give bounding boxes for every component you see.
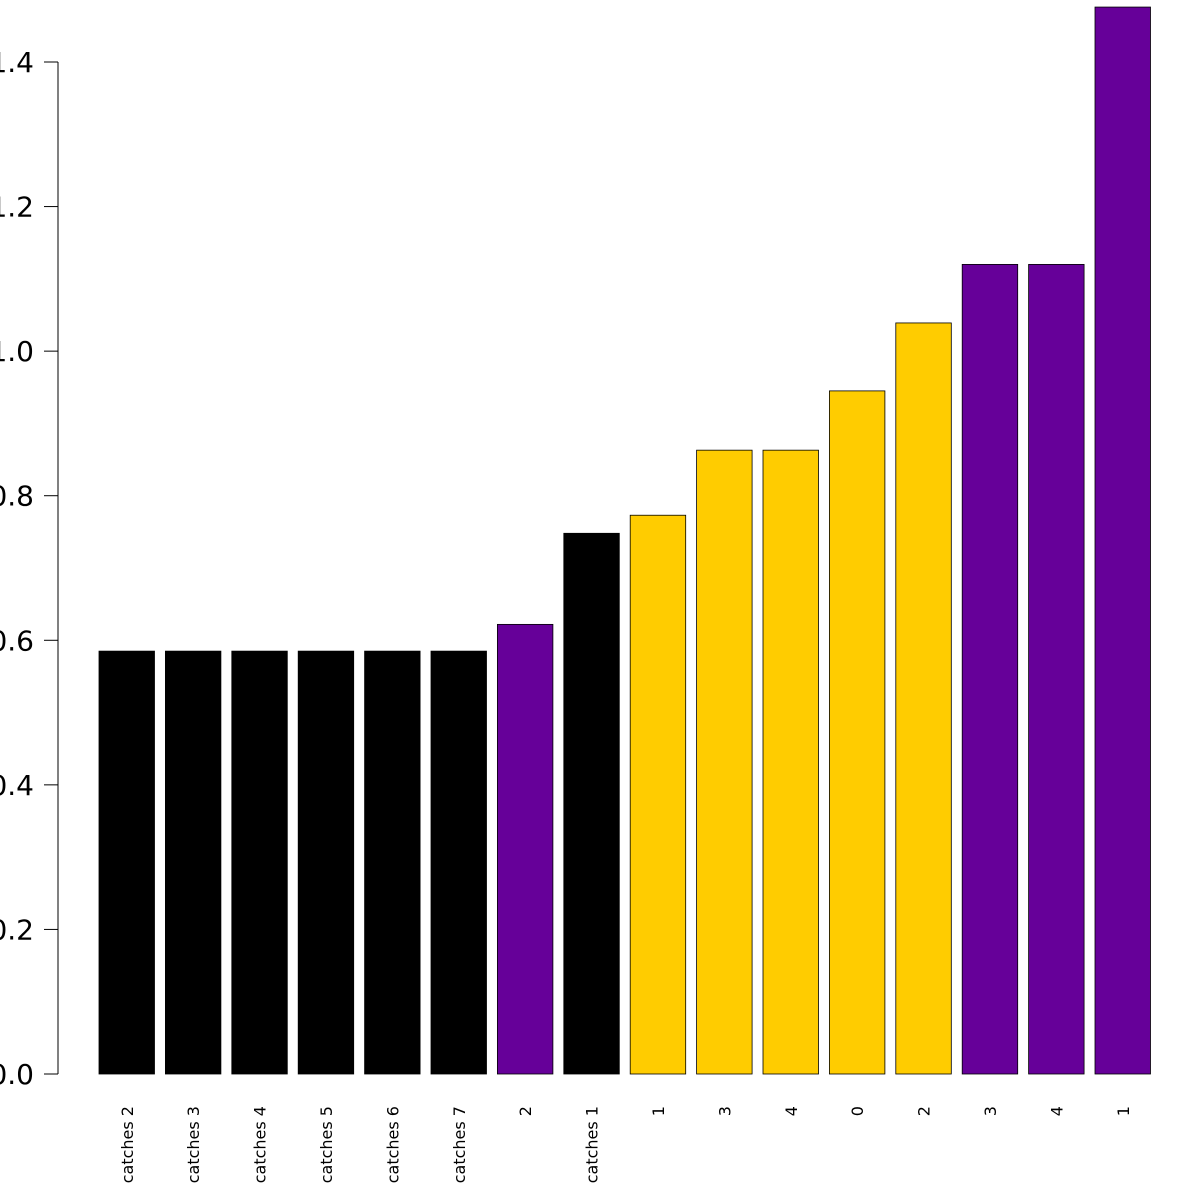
bar [164, 650, 222, 1075]
y-tick-label: 0.8 [0, 480, 34, 513]
y-tick-label: 1.0 [0, 335, 34, 368]
x-tick-label: 3 [715, 1106, 734, 1116]
bar [231, 650, 288, 1075]
bar [829, 390, 886, 1075]
bar [961, 263, 1019, 1075]
x-tick-label: 2 [516, 1106, 535, 1116]
bar [364, 650, 421, 1075]
y-tick-label: 0.6 [0, 624, 34, 657]
x-tick-label: 4 [1047, 1106, 1066, 1116]
x-tick-label: catches 2 [118, 1106, 137, 1183]
x-axis-labels: catches 2 catches 3 catches 4 catches 5 catc… [118, 1106, 1133, 1183]
x-tick-label: catches 1 [583, 1106, 602, 1183]
bar [1028, 263, 1085, 1075]
bar [696, 449, 753, 1075]
x-tick-label: 4 [782, 1106, 801, 1116]
bar [895, 322, 952, 1075]
bar [762, 449, 819, 1075]
bars [98, 6, 1151, 1075]
bar [1094, 6, 1151, 1075]
bar [430, 650, 487, 1075]
x-tick-label: 3 [981, 1106, 1000, 1116]
bar [563, 532, 620, 1075]
bar [496, 623, 554, 1075]
x-tick-label: 1 [649, 1106, 668, 1116]
x-tick-label: 1 [1114, 1106, 1133, 1116]
bar [629, 514, 687, 1075]
x-tick-label: catches 3 [184, 1106, 203, 1183]
x-tick-label: 2 [915, 1106, 934, 1116]
x-tick-label: catches 7 [450, 1106, 469, 1183]
y-tick-label: 0.0 [0, 1058, 34, 1091]
y-axis: 0.0 0.2 0.4 0.6 0.8 1.0 1.2 1.4 [0, 46, 59, 1091]
y-tick-label: 1.4 [0, 46, 34, 79]
x-tick-label: catches 5 [317, 1106, 336, 1183]
x-tick-label: catches 4 [251, 1106, 270, 1183]
y-tick-label: 0.4 [0, 769, 34, 802]
bar [297, 650, 355, 1075]
x-tick-label: catches 6 [383, 1106, 402, 1183]
y-tick-label: 1.2 [0, 191, 34, 224]
x-tick-label: 0 [848, 1106, 867, 1116]
bar [98, 650, 155, 1075]
y-tick-label: 0.2 [0, 913, 34, 946]
